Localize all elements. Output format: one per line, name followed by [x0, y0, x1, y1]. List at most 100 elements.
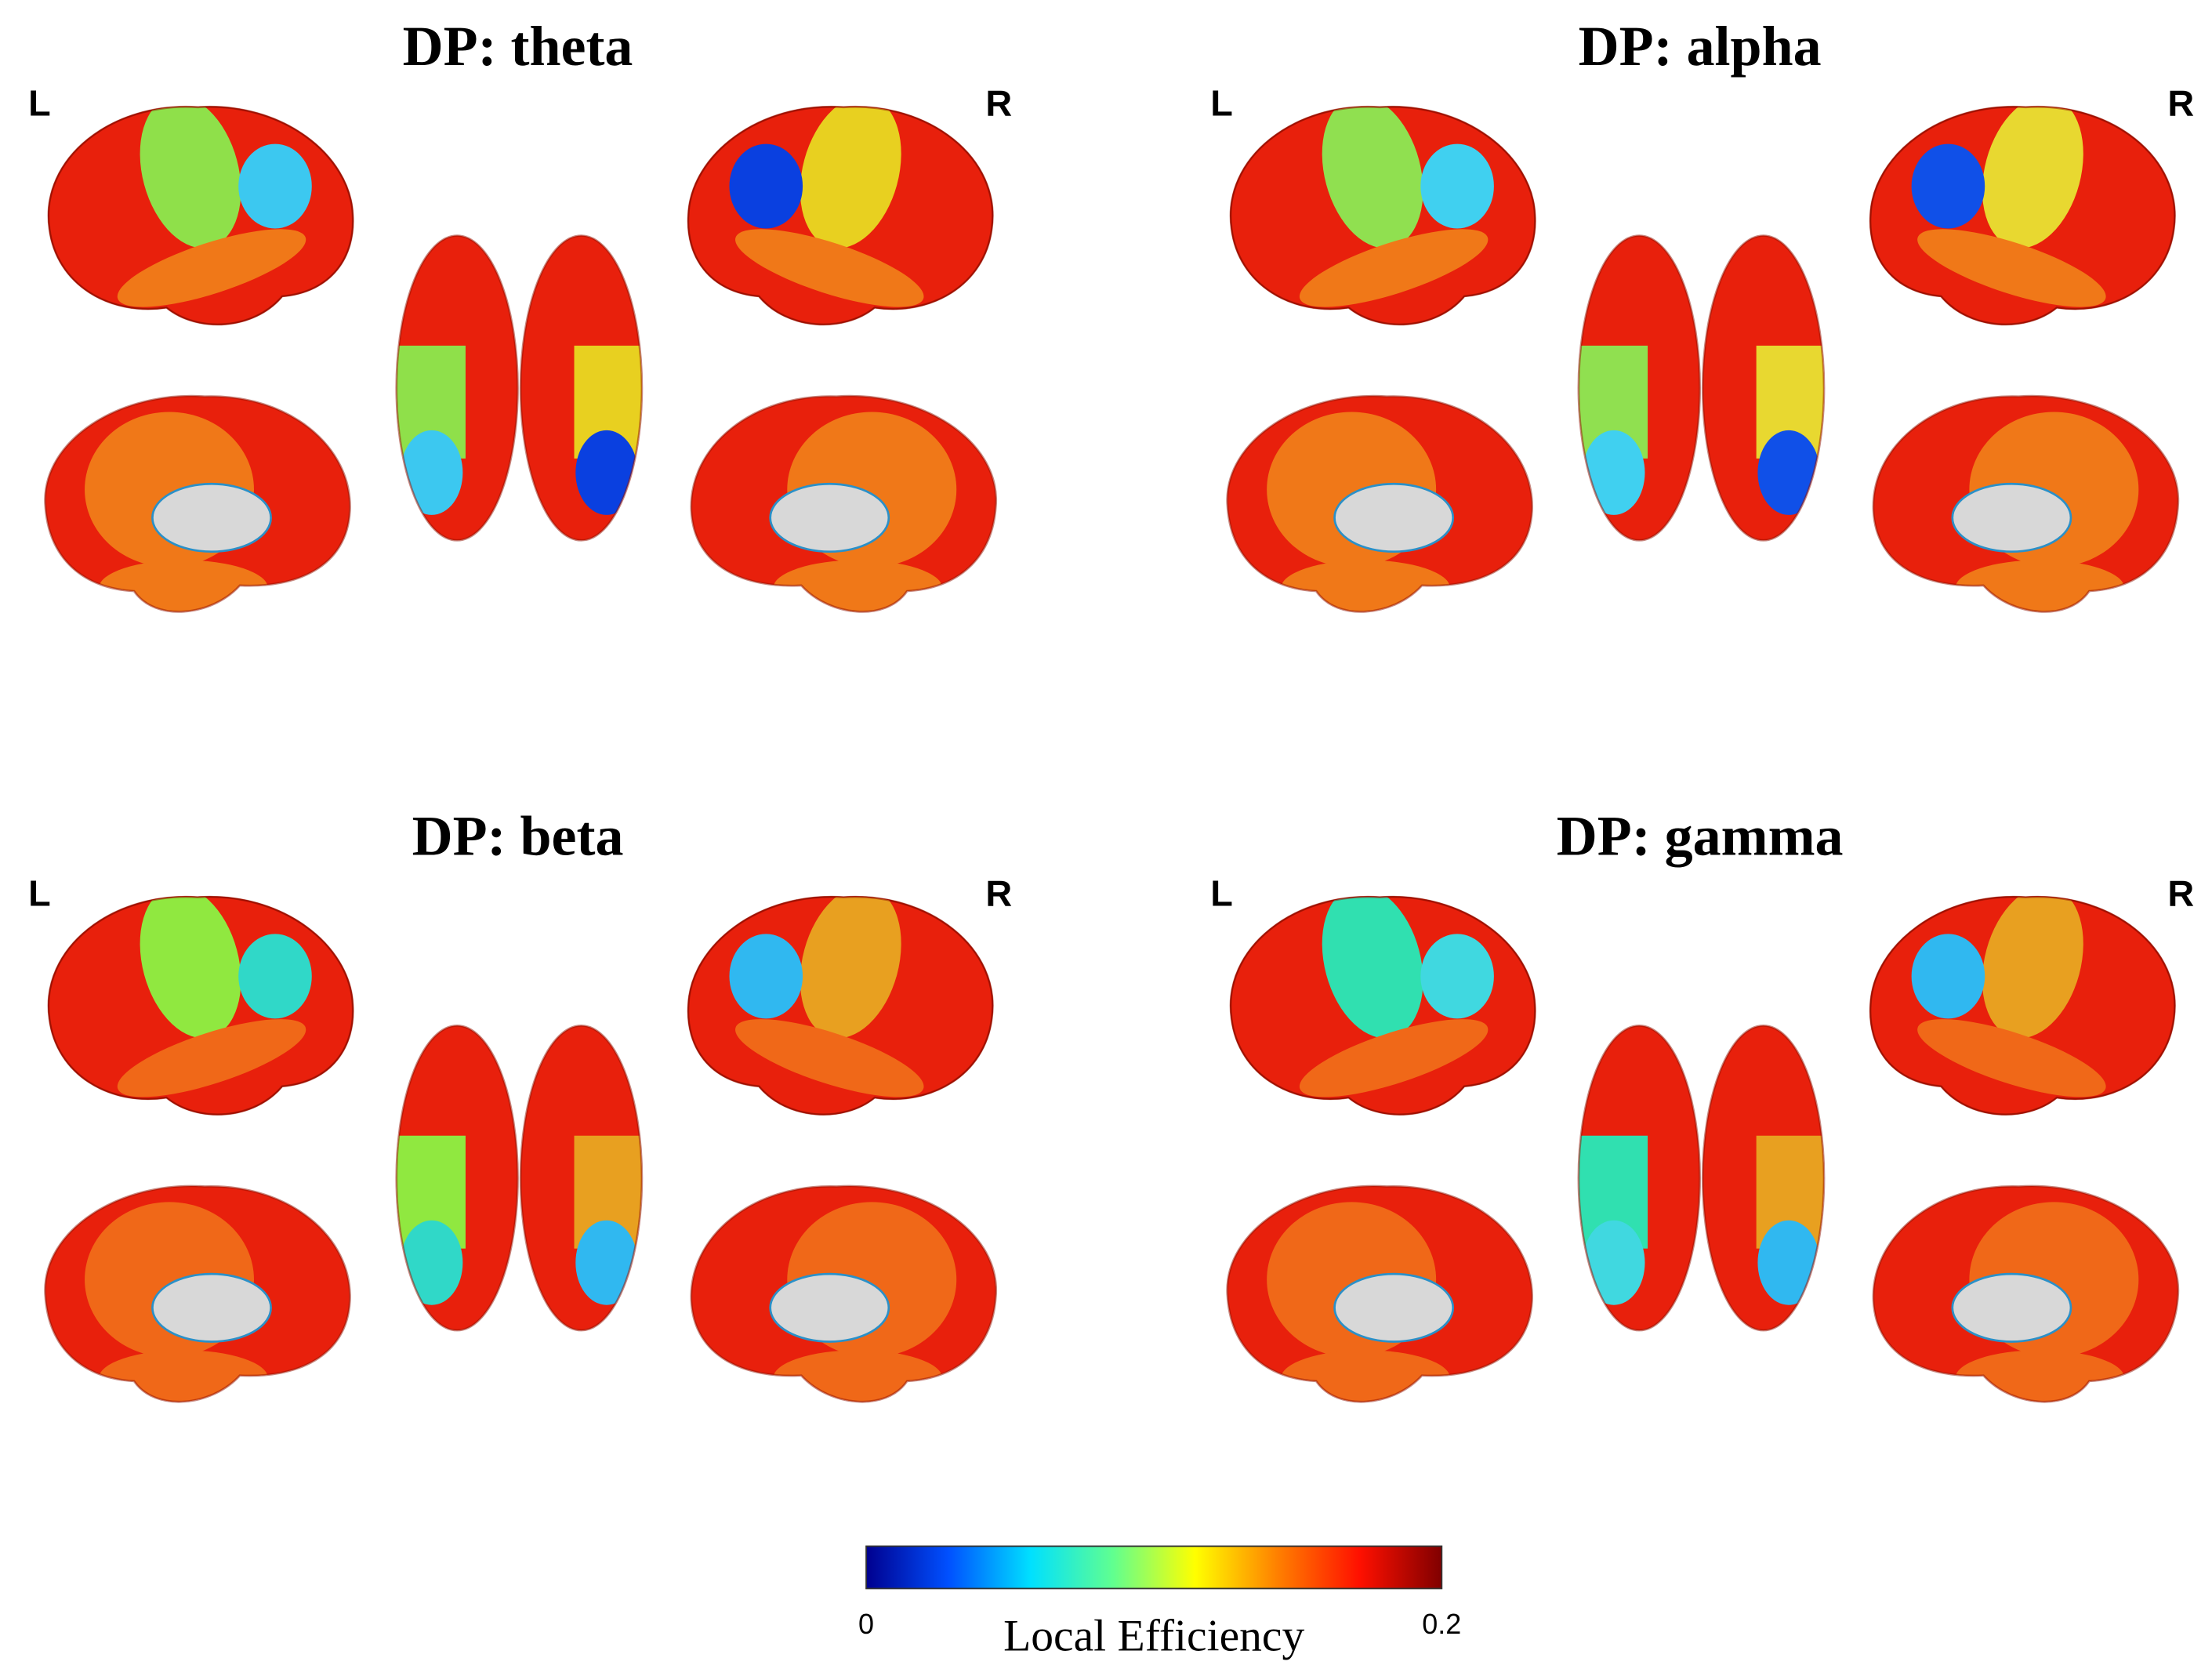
brain-outline	[1226, 1184, 1533, 1403]
region	[575, 430, 638, 515]
brain-outline	[1869, 895, 2176, 1116]
region	[773, 560, 943, 612]
top-view	[1577, 1025, 1826, 1332]
subcortical	[1951, 1272, 2072, 1343]
subcortical	[769, 1272, 890, 1343]
medial-view	[690, 1184, 997, 1403]
regions	[1578, 1135, 1648, 1305]
hemisphere-outline	[519, 1025, 644, 1332]
regions	[1299, 107, 1494, 307]
colorbar	[865, 1545, 1443, 1590]
left-label: L	[1210, 872, 1233, 913]
right-label: R	[985, 83, 1012, 124]
regions	[574, 345, 642, 515]
region	[1281, 560, 1451, 612]
region	[735, 1019, 924, 1097]
brain-outline	[47, 895, 354, 1116]
regions	[396, 1135, 466, 1305]
lateral-view	[47, 895, 354, 1116]
hemisphere-outline	[1701, 1025, 1826, 1332]
brain-outline	[1872, 1184, 2180, 1403]
medial-view	[1872, 1184, 2180, 1403]
subcortical	[1333, 1272, 1455, 1343]
region	[238, 934, 312, 1019]
brain-outline	[1229, 105, 1536, 326]
brain-outline	[687, 105, 994, 326]
panel-title: DP: theta	[403, 15, 633, 78]
region	[1955, 1350, 2125, 1402]
region	[1299, 229, 1489, 307]
medial-view	[690, 394, 997, 613]
region	[401, 1220, 463, 1305]
colorbar-tick-label: 0.2	[1422, 1608, 1461, 1640]
top-view	[1577, 234, 1826, 542]
brain-outline	[1229, 895, 1536, 1116]
region	[1955, 560, 2125, 612]
region	[729, 143, 803, 229]
region	[773, 1350, 943, 1402]
region	[800, 107, 901, 248]
lateral-view	[1229, 895, 1536, 1116]
regions	[1299, 897, 1494, 1097]
region	[1281, 1350, 1451, 1402]
regions	[1756, 1135, 1825, 1305]
medial-view	[44, 394, 351, 613]
region	[729, 934, 803, 1019]
regions	[396, 345, 466, 515]
left-label: L	[1210, 83, 1233, 124]
medial-view	[1226, 1184, 1533, 1403]
region	[1757, 1220, 1820, 1305]
regions	[1756, 345, 1825, 515]
brain-outline	[44, 1184, 351, 1403]
hemisphere-outline	[395, 234, 519, 542]
brain-outline	[1869, 105, 2176, 326]
hemisphere-outline	[395, 1025, 519, 1332]
lateral-view	[47, 105, 354, 326]
brain-outline	[687, 895, 994, 1116]
region	[1583, 1220, 1645, 1305]
brain-outline	[690, 1184, 997, 1403]
regions	[117, 897, 312, 1097]
region	[117, 229, 306, 307]
regions	[574, 1135, 642, 1305]
lateral-view	[687, 105, 994, 326]
medial-view	[44, 1184, 351, 1403]
regions	[117, 107, 312, 307]
region	[1420, 143, 1494, 229]
region	[1982, 897, 2083, 1039]
region	[1917, 229, 2106, 307]
brain-outline	[690, 394, 997, 613]
panel: DP: beta L R	[28, 805, 1012, 1403]
region	[99, 560, 268, 612]
panel: DP: alpha L R	[1210, 15, 2194, 613]
right-label: R	[985, 872, 1012, 913]
medial-view	[1872, 394, 2180, 613]
region	[1757, 430, 1820, 515]
brain-outline	[44, 394, 351, 613]
brain-outline	[1872, 394, 2180, 613]
lateral-view	[1869, 895, 2176, 1116]
lateral-view	[687, 895, 994, 1116]
top-view	[395, 1025, 644, 1332]
regions	[1911, 107, 2106, 307]
region	[140, 897, 241, 1039]
region	[1917, 1019, 2106, 1097]
region	[238, 143, 312, 229]
top-view	[395, 234, 644, 542]
medial-view	[1226, 394, 1533, 613]
hemisphere-outline	[1577, 1025, 1702, 1332]
region	[1322, 107, 1423, 248]
regions	[1911, 897, 2106, 1097]
left-label: L	[28, 83, 51, 124]
region	[117, 1019, 306, 1097]
colorbar-label: Local Efficiency	[1003, 1612, 1304, 1661]
regions	[729, 107, 924, 307]
left-label: L	[28, 872, 51, 913]
region	[1322, 897, 1423, 1039]
region	[800, 897, 901, 1039]
subcortical	[769, 482, 890, 553]
subcortical	[1951, 482, 2072, 553]
subcortical	[151, 482, 272, 553]
panel-title: DP: gamma	[1557, 805, 1844, 868]
regions	[1578, 345, 1648, 515]
